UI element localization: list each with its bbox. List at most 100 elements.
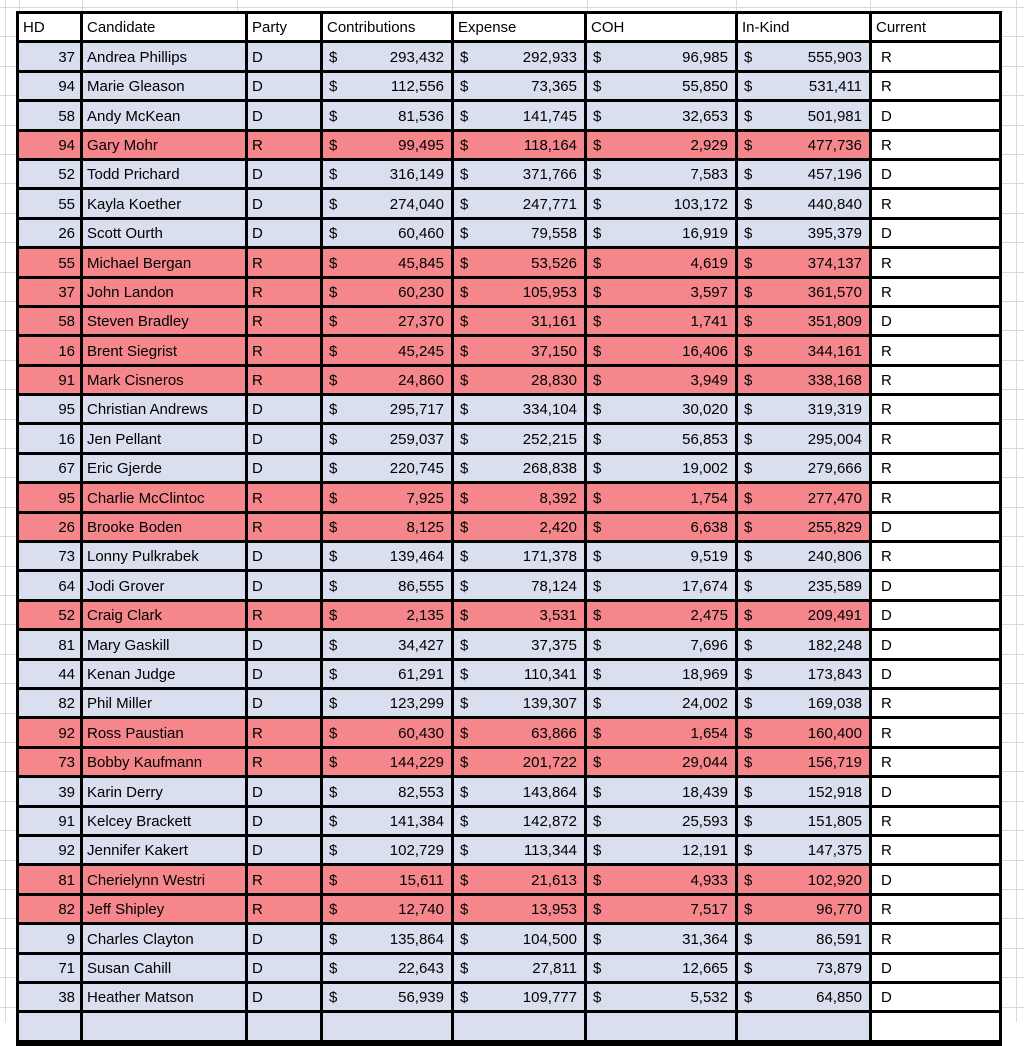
cell-inkind[interactable]: $477,736 (738, 131, 872, 161)
cell-current[interactable]: R (872, 807, 999, 837)
cell-party[interactable] (248, 1013, 323, 1043)
cell-party[interactable]: D (248, 190, 323, 220)
cell-expense[interactable]: $334,104 (454, 396, 587, 426)
cell-hd[interactable]: 55 (19, 249, 83, 279)
cell-inkind[interactable]: $255,829 (738, 513, 872, 544)
cell-party[interactable]: R (248, 484, 323, 514)
cell-contributions[interactable]: $45,245 (323, 337, 454, 367)
cell-hd[interactable]: 9 (19, 925, 83, 955)
cell-party[interactable]: D (248, 425, 323, 455)
cell-party[interactable]: D (248, 631, 323, 661)
cell-current[interactable]: D (872, 631, 999, 661)
cell-expense[interactable]: $28,830 (454, 366, 587, 397)
cell-contributions[interactable]: $274,040 (323, 190, 454, 220)
cell-party[interactable]: R (248, 513, 323, 544)
cell-party[interactable]: R (248, 366, 323, 397)
cell-candidate[interactable]: Michael Bergan (83, 249, 248, 279)
cell-hd[interactable]: 82 (19, 895, 83, 926)
cell-coh[interactable]: $30,020 (587, 396, 738, 426)
cell-candidate[interactable]: Eric Gjerde (83, 454, 248, 485)
cell-current[interactable]: R (872, 190, 999, 220)
cell-contributions[interactable]: $141,384 (323, 807, 454, 837)
cell-contributions[interactable]: $123,299 (323, 689, 454, 720)
cell-expense[interactable]: $2,420 (454, 513, 587, 544)
cell-contributions[interactable]: $144,229 (323, 748, 454, 779)
cell-hd[interactable]: 91 (19, 807, 83, 837)
cell-hd[interactable]: 95 (19, 484, 83, 514)
cell-inkind[interactable]: $440,840 (738, 190, 872, 220)
cell-contributions[interactable]: $60,460 (323, 219, 454, 250)
cell-contributions[interactable]: $56,939 (323, 983, 454, 1014)
cell-expense[interactable]: $63,866 (454, 719, 587, 749)
cell-party[interactable]: D (248, 983, 323, 1014)
cell-hd[interactable]: 16 (19, 425, 83, 455)
cell-current[interactable]: D (872, 307, 999, 338)
cell-coh[interactable]: $17,674 (587, 572, 738, 602)
cell-party[interactable]: R (248, 131, 323, 161)
cell-hd[interactable]: 64 (19, 572, 83, 602)
cell-expense[interactable]: $13,953 (454, 895, 587, 926)
cell-party[interactable]: R (248, 719, 323, 749)
cell-expense[interactable] (454, 1013, 587, 1043)
cell-contributions[interactable]: $293,432 (323, 43, 454, 73)
cell-coh[interactable]: $4,933 (587, 866, 738, 896)
cell-current[interactable]: R (872, 484, 999, 514)
cell-current[interactable]: R (872, 748, 999, 779)
cell-candidate[interactable]: Andrea Phillips (83, 43, 248, 73)
cell-inkind[interactable]: $338,168 (738, 366, 872, 397)
cell-contributions[interactable] (323, 1013, 454, 1043)
cell-contributions[interactable]: $45,845 (323, 249, 454, 279)
cell-hd[interactable]: 38 (19, 983, 83, 1014)
cell-inkind[interactable]: $319,319 (738, 396, 872, 426)
cell-current[interactable]: D (872, 866, 999, 896)
header-cell-hd[interactable]: HD (19, 14, 83, 44)
cell-expense[interactable]: $201,722 (454, 748, 587, 779)
cell-expense[interactable]: $21,613 (454, 866, 587, 896)
cell-candidate[interactable]: Brent Siegrist (83, 337, 248, 367)
cell-inkind[interactable]: $555,903 (738, 43, 872, 73)
cell-coh[interactable]: $103,172 (587, 190, 738, 220)
cell-coh[interactable]: $18,969 (587, 660, 738, 690)
cell-candidate[interactable]: Bobby Kaufmann (83, 748, 248, 779)
cell-hd[interactable]: 73 (19, 748, 83, 779)
cell-current[interactable] (872, 1013, 999, 1043)
cell-party[interactable]: R (248, 278, 323, 308)
cell-expense[interactable]: $109,777 (454, 983, 587, 1014)
cell-party[interactable]: D (248, 572, 323, 602)
cell-expense[interactable]: $141,745 (454, 102, 587, 132)
cell-hd[interactable]: 55 (19, 190, 83, 220)
cell-candidate[interactable]: Heather Matson (83, 983, 248, 1014)
cell-current[interactable]: R (872, 719, 999, 749)
cell-inkind[interactable]: $73,879 (738, 954, 872, 984)
cell-hd[interactable]: 26 (19, 513, 83, 544)
cell-coh[interactable]: $1,741 (587, 307, 738, 338)
cell-contributions[interactable]: $135,864 (323, 925, 454, 955)
cell-contributions[interactable]: $82,553 (323, 778, 454, 808)
cell-inkind[interactable]: $235,589 (738, 572, 872, 602)
cell-party[interactable]: R (248, 748, 323, 779)
cell-candidate[interactable]: Jennifer Kakert (83, 836, 248, 867)
cell-coh[interactable]: $56,853 (587, 425, 738, 455)
cell-inkind[interactable]: $64,850 (738, 983, 872, 1014)
cell-candidate[interactable]: Christian Andrews (83, 396, 248, 426)
cell-candidate[interactable]: Jodi Grover (83, 572, 248, 602)
cell-coh[interactable]: $3,949 (587, 366, 738, 397)
cell-hd[interactable]: 26 (19, 219, 83, 250)
cell-coh[interactable] (587, 1013, 738, 1043)
cell-expense[interactable]: $78,124 (454, 572, 587, 602)
cell-coh[interactable]: $24,002 (587, 689, 738, 720)
cell-candidate[interactable]: Kenan Judge (83, 660, 248, 690)
cell-current[interactable]: R (872, 689, 999, 720)
cell-current[interactable]: R (872, 249, 999, 279)
cell-contributions[interactable]: $2,135 (323, 601, 454, 632)
cell-inkind[interactable]: $240,806 (738, 543, 872, 573)
cell-contributions[interactable]: $220,745 (323, 454, 454, 485)
cell-contributions[interactable]: $81,536 (323, 102, 454, 132)
cell-current[interactable]: D (872, 983, 999, 1014)
cell-candidate[interactable]: Charles Clayton (83, 925, 248, 955)
cell-coh[interactable]: $7,583 (587, 160, 738, 191)
cell-party[interactable]: R (248, 601, 323, 632)
cell-hd[interactable]: 82 (19, 689, 83, 720)
cell-expense[interactable]: $8,392 (454, 484, 587, 514)
cell-hd[interactable]: 52 (19, 601, 83, 632)
